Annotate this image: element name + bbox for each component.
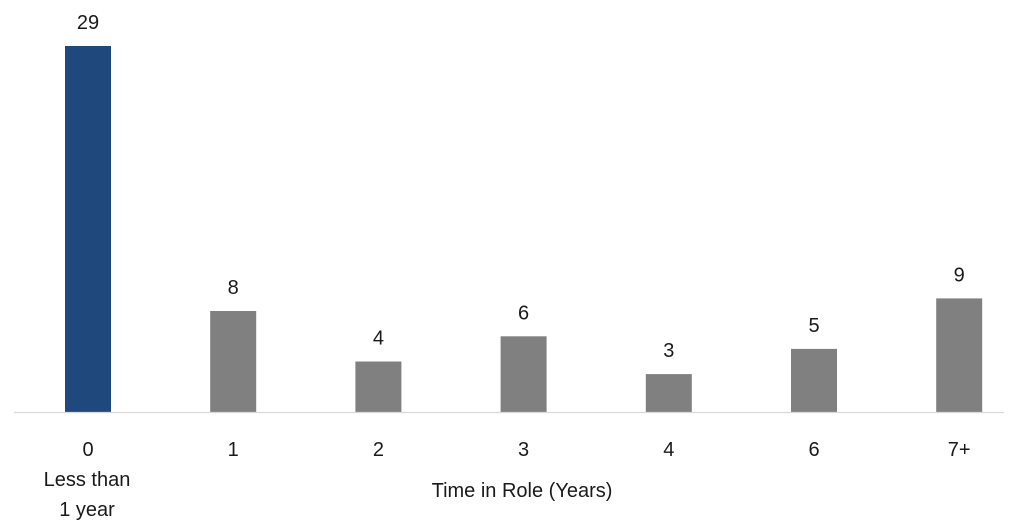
bar-7+	[936, 298, 983, 412]
bar-2	[355, 361, 402, 412]
data-label-6: 5	[808, 315, 819, 337]
data-label-2: 4	[373, 328, 384, 350]
data-labels-group: 29 8 4 6 3 5 9	[77, 12, 965, 362]
data-label-0: 29	[77, 12, 99, 34]
x-tick-label-1: 1	[228, 439, 239, 461]
x-tick-label-4: 4	[663, 439, 674, 461]
x-tick-sublabel-0: Less than	[44, 469, 131, 491]
data-label-4: 3	[663, 340, 674, 362]
bar-3	[500, 336, 547, 412]
bars-group	[65, 46, 983, 412]
bar-6	[791, 348, 837, 412]
x-tick-label-6: 6	[808, 439, 819, 461]
bar-4	[645, 374, 692, 412]
x-tick-label-0: 0	[82, 439, 93, 461]
x-tick-label-7+: 7+	[948, 439, 971, 461]
x-axis-title: Time in Role (Years)	[432, 480, 613, 502]
x-tick-sublabel-1: 1 year	[59, 499, 115, 521]
data-label-3: 6	[518, 302, 529, 324]
x-tick-label-2: 2	[373, 439, 384, 461]
bar-0	[65, 46, 111, 412]
x-tick-labels-group: 0 1 2 3 4 6 7+ Less than 1 year	[44, 439, 971, 521]
x-tick-label-3: 3	[518, 439, 529, 461]
data-label-1: 8	[228, 277, 239, 299]
data-label-7+: 9	[954, 264, 965, 286]
bar-1	[210, 311, 257, 412]
